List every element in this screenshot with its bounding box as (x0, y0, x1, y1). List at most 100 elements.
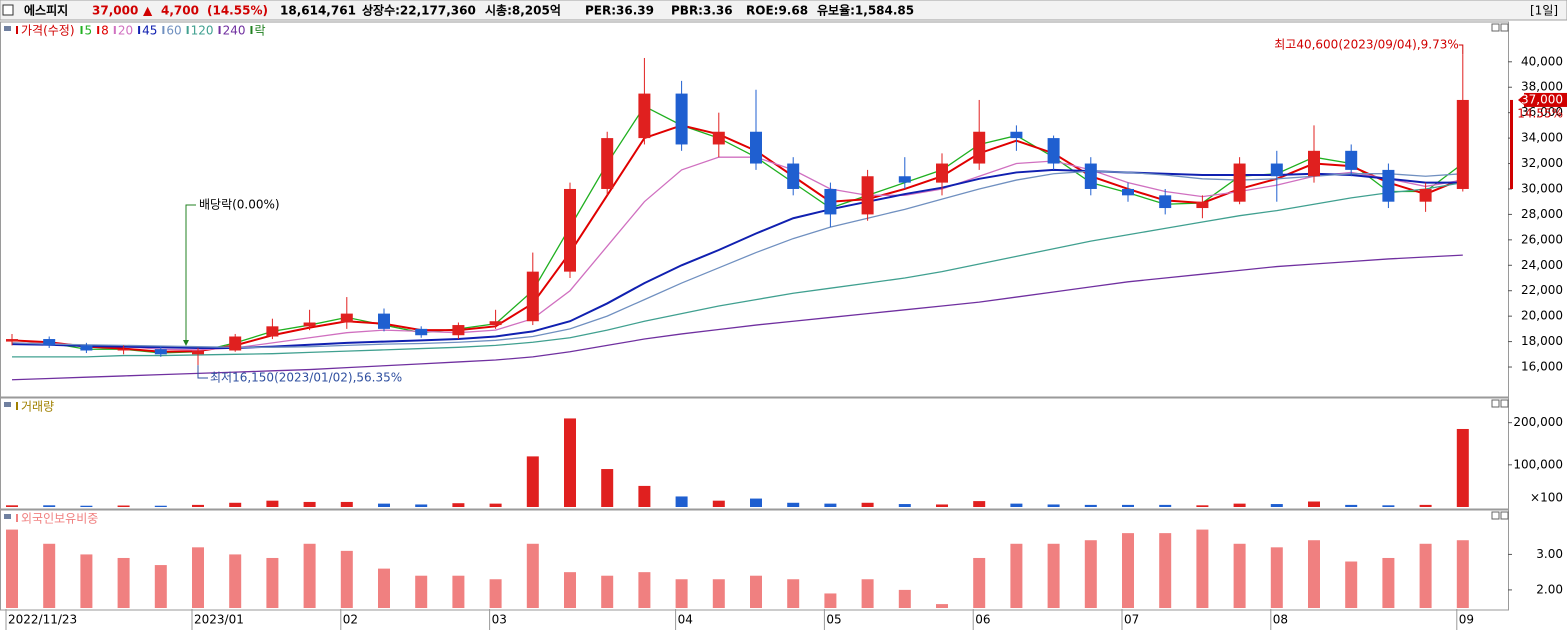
candle-body (973, 131, 986, 164)
legend-swatch (80, 26, 83, 34)
legend-label: 120 (191, 24, 214, 38)
bar (117, 557, 130, 608)
legend-label: 8 (101, 24, 109, 38)
x-tick-label: 2023/01 (194, 613, 244, 627)
candle-body (1047, 138, 1060, 164)
legend-swatch (16, 402, 18, 410)
x-tick-label: 04 (678, 613, 693, 627)
moving-average-line (11, 124, 1464, 353)
bar (1382, 505, 1395, 507)
legend-label: 45 (142, 24, 157, 38)
x-tick-label: 05 (826, 613, 841, 627)
x-tick-label: 03 (492, 613, 507, 627)
candle-body (229, 336, 242, 351)
panel-icon (4, 26, 11, 31)
period[interactable]: [1일] (1530, 4, 1558, 18)
bar (787, 502, 800, 507)
last-rate-label: 14.55% (1517, 106, 1563, 120)
candle-body (1233, 163, 1246, 202)
bar (1084, 540, 1097, 608)
bar (898, 589, 911, 608)
candle-body (80, 345, 93, 351)
bar (1047, 543, 1060, 608)
bar (6, 529, 18, 608)
bar (1419, 504, 1432, 507)
dividend-marker (185, 204, 196, 345)
bar (861, 502, 874, 507)
candle-body (1270, 163, 1283, 177)
bar (1308, 501, 1320, 507)
bar (824, 593, 837, 608)
arrow: ▲ (143, 4, 153, 18)
volume: 18,614,761 (280, 4, 356, 18)
bar (1233, 503, 1246, 507)
stock-name[interactable]: 에스피지 (24, 3, 68, 18)
legend-swatch (16, 514, 18, 522)
candle-body (303, 322, 316, 327)
candle-body (787, 163, 800, 189)
candle-body (898, 176, 911, 183)
legend-label: 240 (223, 24, 246, 38)
bar (154, 565, 167, 608)
bar (229, 554, 242, 608)
bar (154, 505, 167, 507)
checkbox[interactable] (2, 4, 14, 16)
y-tick-label: 100,000 (1513, 457, 1563, 471)
bar (861, 579, 874, 608)
legend-label: 5 (85, 24, 93, 38)
panel-button (1491, 399, 1500, 408)
x-tick-label: 06 (975, 613, 990, 627)
bar (340, 550, 353, 608)
panel-button (1500, 399, 1509, 408)
bar (80, 505, 93, 507)
dividend-annotation: 배당락(0.00%) (199, 198, 280, 212)
bar (117, 505, 130, 507)
bar (638, 485, 651, 507)
bar (1308, 540, 1320, 608)
y-tick-label: 24,000 (1521, 258, 1563, 272)
bar (787, 579, 800, 608)
x-tick-label: 02 (343, 613, 358, 627)
change: 4,700 (161, 4, 199, 18)
candle-body (712, 131, 725, 145)
cap: 시총:8,205억 (485, 3, 561, 18)
high-annotation: 최고40,600(2023/09/04),9.73% (1274, 38, 1459, 52)
bar (192, 504, 204, 507)
legend-swatch (97, 26, 100, 34)
price: 37,000 (92, 4, 138, 18)
candle-body (1196, 201, 1209, 209)
panel-title: 외국인보유비중 (21, 512, 98, 526)
panel-icon (4, 402, 11, 407)
legend-swatch (250, 26, 253, 34)
last-price-label: 37,000 (1521, 92, 1563, 106)
legend-label: 60 (166, 24, 181, 38)
bar (1159, 533, 1172, 608)
y-tick-label: 40,000 (1521, 54, 1563, 68)
candle-body (936, 163, 948, 183)
legend-label: 20 (118, 24, 133, 38)
candle-body (1382, 169, 1395, 202)
panel-button (1491, 511, 1500, 520)
candle-body (415, 328, 428, 336)
y-tick-label: 32,000 (1521, 156, 1563, 170)
bar (638, 572, 651, 608)
bar (1456, 428, 1469, 507)
bar (6, 505, 18, 507)
bar (1084, 504, 1097, 507)
legend-swatch (138, 26, 141, 34)
bar (1382, 557, 1395, 608)
bar (266, 557, 279, 608)
y-tick-label: 2.00 (1536, 582, 1563, 596)
moving-average-line (11, 105, 1464, 354)
panel-icon (4, 514, 11, 519)
bar (526, 543, 539, 608)
panel-frame (0, 397, 1509, 510)
bar (824, 503, 837, 507)
unit-label: ×100 (1530, 491, 1563, 505)
x-tick-label: 07 (1124, 613, 1139, 627)
bar (898, 504, 911, 507)
bar (936, 504, 948, 507)
bar (675, 496, 688, 507)
x-tick-label: 09 (1459, 613, 1474, 627)
